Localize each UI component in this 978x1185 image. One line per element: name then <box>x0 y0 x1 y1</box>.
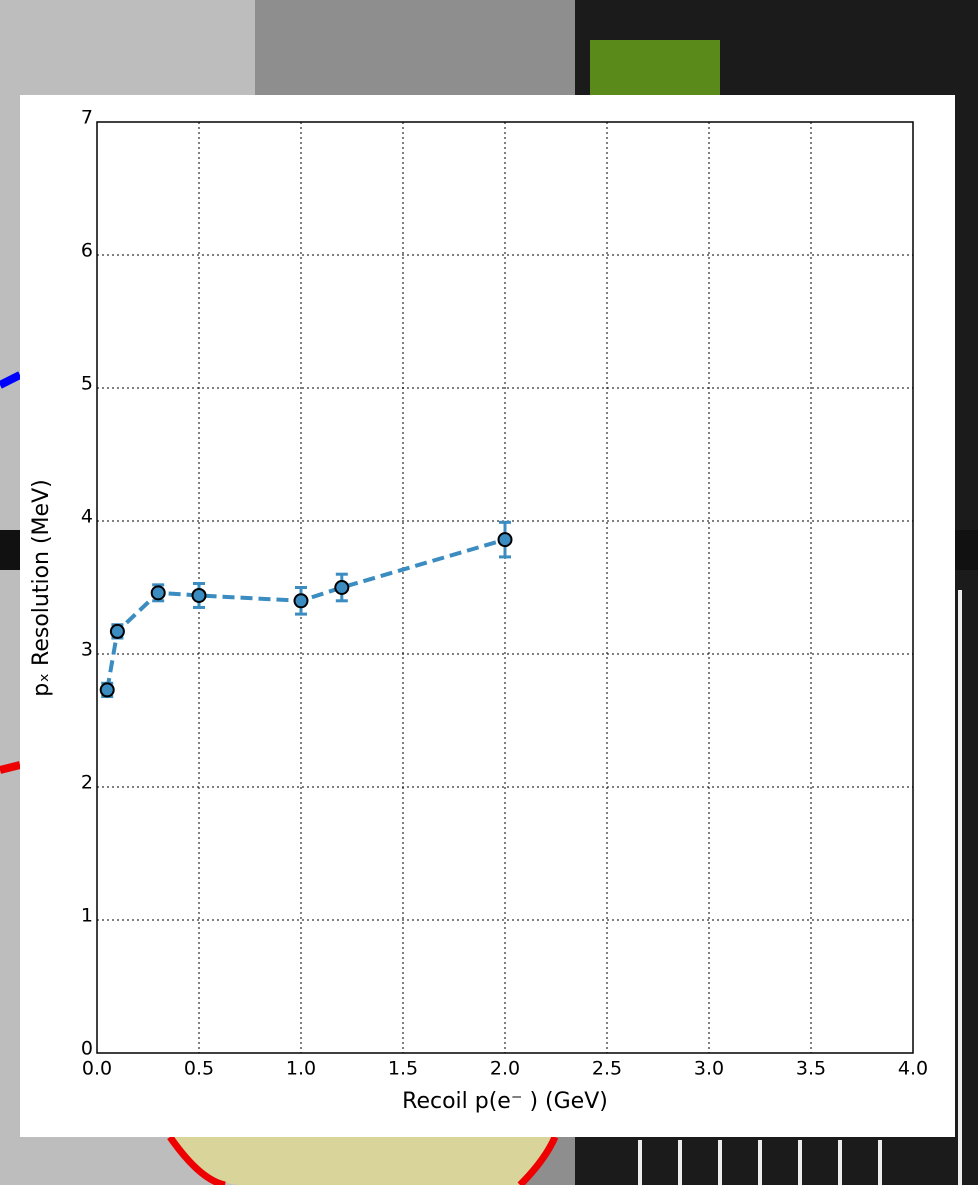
x-tick-label: 1.0 <box>286 1058 316 1080</box>
data-point <box>109 623 125 639</box>
x-tick-label: 1.5 <box>388 1058 418 1080</box>
y-tick-label: 7 <box>81 107 93 129</box>
data-point <box>150 585 166 601</box>
x-axis-label: Recoil p(e⁻ ) (GeV) <box>402 1089 608 1114</box>
data-point <box>191 587 207 603</box>
x-tick-label: 0.5 <box>184 1058 214 1080</box>
y-tick-label: 5 <box>81 373 93 395</box>
y-tick-label: 6 <box>81 240 93 262</box>
y-tick-label: 2 <box>81 772 93 794</box>
data-point <box>497 532 513 548</box>
x-tick-label: 3.0 <box>694 1058 724 1080</box>
x-tick-label: 2.0 <box>490 1058 520 1080</box>
data-point <box>293 593 309 609</box>
y-tick-label: 3 <box>81 639 93 661</box>
y-tick-label: 4 <box>81 506 93 528</box>
x-tick-label: 2.5 <box>592 1058 622 1080</box>
y-tick-label: 1 <box>81 905 93 927</box>
y-axis-label: pₓ Resolution (MeV) <box>29 479 54 696</box>
data-point <box>99 682 115 698</box>
y-tick-label: 0 <box>81 1038 93 1060</box>
x-tick-label: 3.5 <box>796 1058 826 1080</box>
x-tick-label: 0.0 <box>82 1058 112 1080</box>
data-point <box>334 580 350 595</box>
plot-panel <box>20 95 955 1137</box>
x-tick-label: 4.0 <box>898 1058 928 1080</box>
